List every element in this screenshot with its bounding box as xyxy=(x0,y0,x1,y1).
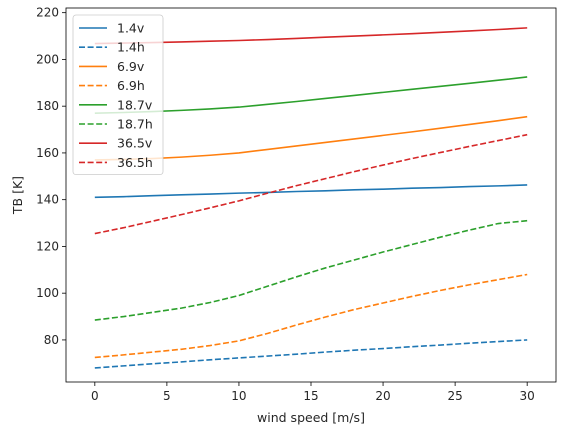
y-tick-label: 180 xyxy=(36,99,59,113)
y-tick-label: 140 xyxy=(36,193,59,207)
y-tick-label: 200 xyxy=(36,52,59,66)
x-tick-label: 30 xyxy=(520,389,535,403)
legend: 1.4v 1.4h 6.9v 6.9h 18.7v 18.7h 36.5v 36.5h xyxy=(72,14,164,176)
series-line-6-9h xyxy=(94,273,528,359)
x-tick-label: 0 xyxy=(91,389,99,403)
series-line-1-4h xyxy=(94,339,528,369)
y-tick-label: 100 xyxy=(36,286,59,300)
legend-label: 18.7h xyxy=(117,117,153,132)
series-line-36-5v xyxy=(94,27,528,45)
x-tick-label: 25 xyxy=(447,389,462,403)
series-line-18-7h xyxy=(94,219,528,321)
x-tick-label: 5 xyxy=(163,389,171,403)
x-tick-label: 20 xyxy=(375,389,390,403)
x-tick-label: 15 xyxy=(303,389,318,403)
series-line-6-9v xyxy=(94,115,528,161)
legend-label: 6.9h xyxy=(117,78,145,93)
legend-label: 18.7v xyxy=(117,97,153,112)
y-tick-label: 80 xyxy=(44,333,59,347)
y-axis: 80 100 120 140 160 180 200 220 xyxy=(36,6,66,347)
legend-label: 36.5h xyxy=(117,155,153,170)
series-line-1-4v xyxy=(94,184,528,199)
legend-label: 1.4h xyxy=(117,40,145,55)
x-axis-label: wind speed [m/s] xyxy=(257,410,365,425)
series-line-36-5h xyxy=(94,133,528,235)
legend-label: 1.4v xyxy=(117,21,145,36)
y-tick-label: 220 xyxy=(36,6,59,20)
y-tick-label: 160 xyxy=(36,146,59,160)
legend-label: 36.5v xyxy=(117,136,153,151)
x-tick-label: 10 xyxy=(231,389,246,403)
legend-label: 6.9v xyxy=(117,59,145,74)
y-tick-label: 120 xyxy=(36,239,59,253)
y-axis-label: TB [K] xyxy=(10,176,25,215)
plot-area xyxy=(94,27,528,369)
x-axis: 0 5 10 15 20 25 30 xyxy=(91,382,535,403)
legend-box xyxy=(72,14,164,176)
series-line-18-7v xyxy=(94,76,528,114)
